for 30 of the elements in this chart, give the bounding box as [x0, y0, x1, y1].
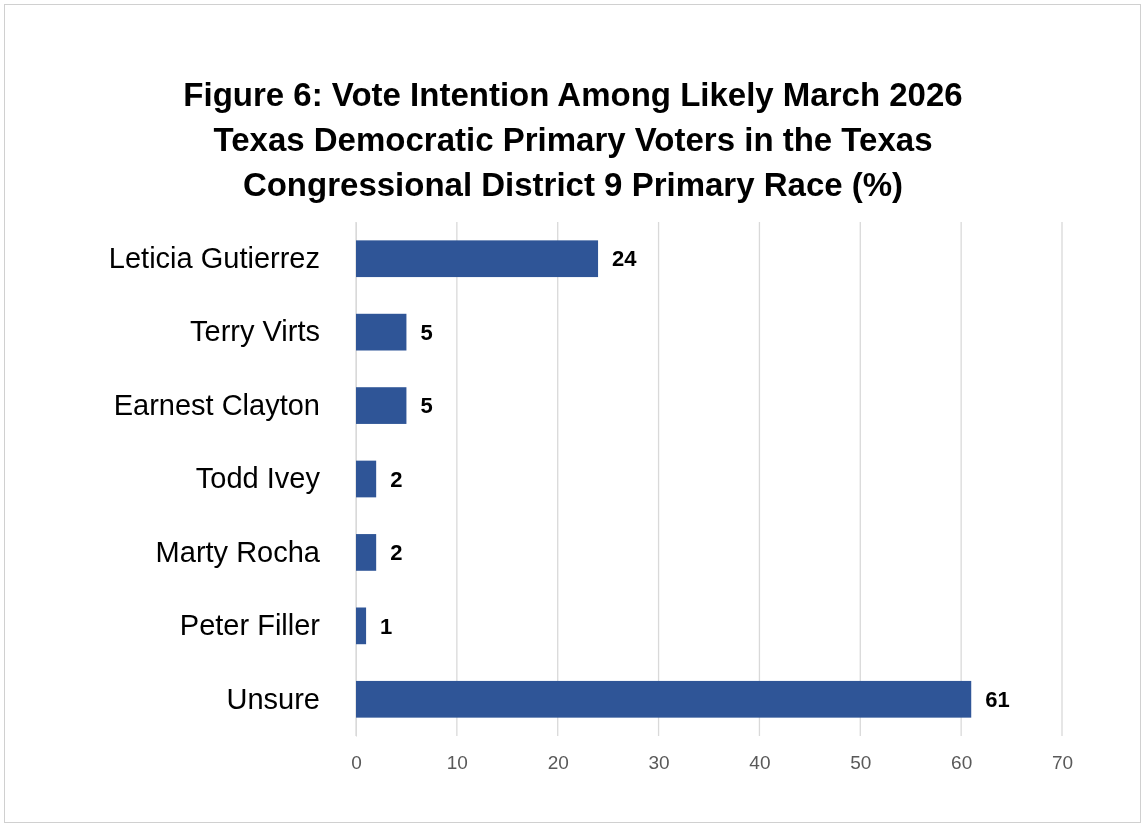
data-label: 61 — [985, 686, 1010, 712]
bar — [356, 387, 407, 424]
bar — [356, 460, 377, 498]
y-tick-label: Todd Ivey — [195, 462, 321, 495]
x-tick-label: 60 — [951, 752, 973, 774]
x-tick-label: 20 — [547, 752, 569, 774]
bar — [356, 240, 599, 278]
data-label: 1 — [380, 613, 393, 639]
y-tick-label: Marty Rocha — [155, 535, 321, 568]
x-tick-label: 30 — [648, 752, 670, 774]
x-tick-label: 70 — [1051, 752, 1074, 774]
y-tick-label: Peter Filler — [179, 609, 321, 642]
bar — [356, 607, 367, 645]
x-tick-label: 10 — [446, 752, 468, 774]
bar — [356, 534, 377, 571]
x-tick-label: 40 — [749, 752, 771, 774]
bar — [356, 680, 972, 718]
bar — [356, 313, 407, 351]
y-tick-label: Unsure — [226, 682, 320, 715]
y-tick-label: Leticia Gutierrez — [108, 241, 320, 274]
data-label: 2 — [390, 466, 403, 492]
y-tick-label: Terry Virts — [190, 315, 320, 348]
x-tick-label: 0 — [351, 752, 362, 774]
data-label: 5 — [420, 393, 433, 419]
x-tick-label: 50 — [850, 752, 872, 774]
data-label: 2 — [390, 540, 403, 566]
chart-title: Figure 6: Vote Intention Among Likely March 2026 Texas Democratic Primary Voters in the Texas Congressional District 9 Primary Race (%) — [183, 76, 963, 203]
data-label: 5 — [420, 319, 433, 345]
y-tick-label: Earnest Clayton — [113, 388, 320, 421]
data-label: 24 — [612, 246, 638, 272]
